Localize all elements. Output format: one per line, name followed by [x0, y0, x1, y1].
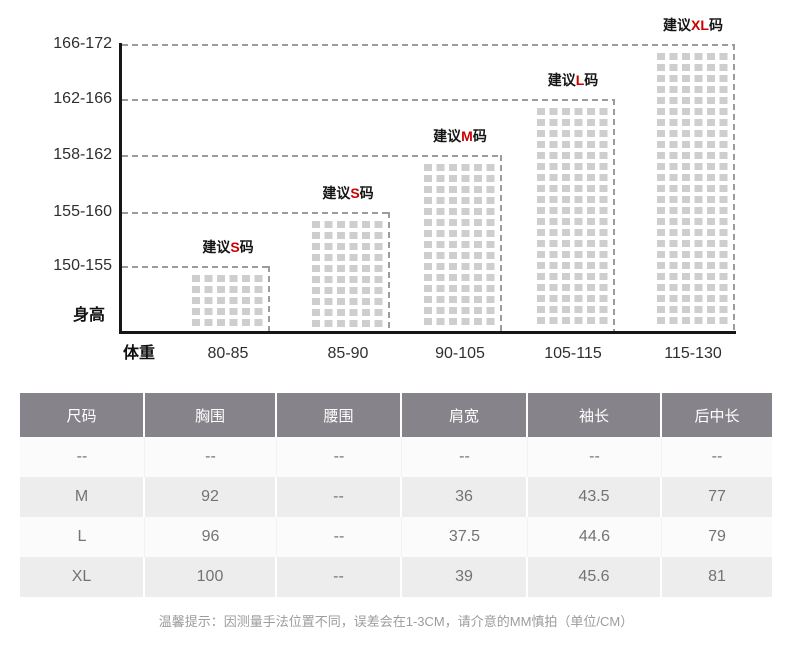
- size-label-suffix: 码: [708, 17, 723, 33]
- table-cell: --: [277, 517, 402, 557]
- table-cell: 96: [145, 517, 277, 557]
- table-cell: --: [20, 437, 145, 477]
- size-zone-label: 建议XL码: [613, 15, 773, 35]
- x-tick-label: 90-105: [435, 345, 485, 362]
- footnote: 温馨提示：因测量手法位置不同，误差会在1-3CM，请介意的MM慎拍（单位/CM）: [158, 614, 634, 629]
- table-cell: 45.6: [528, 557, 662, 597]
- table-cell: --: [277, 557, 402, 597]
- size-label-size-letter: M: [461, 128, 473, 144]
- height-weight-size-chart: 150-155 155-160 158-162 162-166 166-172 身高体重 建…: [53, 15, 773, 362]
- table-cell: 92: [145, 477, 277, 517]
- size-zone-right-line: [388, 212, 390, 331]
- y-axis-title: 身高: [72, 307, 105, 324]
- size-zone-top-line: [122, 266, 270, 268]
- size-zone-right-line: [733, 44, 735, 331]
- size-zone-label: 建议L码: [493, 70, 653, 90]
- table-cell: 100: [145, 557, 277, 597]
- table-cell: --: [711, 448, 723, 465]
- table-cell: --: [402, 437, 528, 477]
- x-tick-label: 85-90: [327, 345, 369, 362]
- y-axis: [119, 43, 122, 334]
- table-cell: L: [20, 517, 145, 557]
- y-tick-label: 166-172: [53, 35, 112, 52]
- size-label-suffix: 码: [472, 128, 487, 144]
- size-label-prefix: 建议: [322, 185, 351, 201]
- size-label-prefix: 建议: [547, 72, 576, 88]
- table-body: -- -- -- -- -- -- M 92 -- 36 43.5 77 L 96 -- 37.5 44.6 79…: [20, 437, 772, 597]
- size-zone-top-line: [122, 155, 502, 157]
- size-zone-top-line: [122, 99, 615, 101]
- table-cell: --: [277, 477, 402, 517]
- table-cell: 81: [708, 568, 726, 585]
- header-cell: 肩宽: [402, 393, 528, 437]
- size-zone-fill: [424, 164, 495, 328]
- header-cell: 袖长: [528, 393, 662, 437]
- size-table: 尺码 胸围 腰围 肩宽 袖长 后中长 -- -- -- -- -- -- M 92 -- 36 43.5 77 L…: [20, 393, 772, 597]
- table-cell: 79: [708, 528, 726, 545]
- table-cell: XL: [20, 557, 145, 597]
- size-label-suffix: 码: [584, 72, 599, 88]
- size-zone-right-line: [500, 155, 502, 331]
- size-zone-top-line: [122, 212, 390, 214]
- size-label-size-letter: L: [575, 72, 585, 88]
- table-cell: 37.5: [402, 517, 528, 557]
- size-label-size-letter: S: [230, 239, 240, 255]
- size-zone-fill: [312, 221, 383, 328]
- table-row: -- -- -- -- -- --: [20, 437, 772, 477]
- size-label-size-letter: S: [350, 185, 360, 201]
- size-label-suffix: 码: [359, 185, 374, 201]
- table-row: XL 100 -- 39 45.6 81: [20, 557, 772, 597]
- x-tick-label: 115-130: [664, 345, 722, 362]
- table-cell: --: [528, 437, 662, 477]
- x-tick-label: 105-115: [544, 345, 602, 362]
- table-cell: --: [277, 437, 402, 477]
- y-tick-label: 158-162: [53, 146, 112, 163]
- table-cell: M: [20, 477, 145, 517]
- x-axis: [119, 331, 736, 334]
- table-row: M 92 -- 36 43.5 77: [20, 477, 772, 517]
- size-zone-right-line: [613, 99, 615, 331]
- y-tick-label: 150-155: [53, 257, 112, 274]
- table-cell: --: [145, 437, 277, 477]
- size-zone-label: 建议M码: [380, 126, 540, 146]
- size-zone-top-line: [122, 44, 735, 46]
- table-row: L 96 -- 37.5 44.6 79: [20, 517, 772, 557]
- size-zone-fill: [537, 108, 608, 328]
- size-label-prefix: 建议: [202, 239, 231, 255]
- table-cell: 39: [402, 557, 528, 597]
- table-cell: 36: [402, 477, 528, 517]
- header-cell: 尺码: [20, 393, 145, 437]
- table-cell: 77: [708, 488, 726, 505]
- size-zone-fill: [657, 53, 728, 328]
- size-label-suffix: 码: [239, 239, 254, 255]
- x-tick-label: 80-85: [207, 345, 249, 362]
- table-header-row: 尺码 胸围 腰围 肩宽 袖长 后中长: [20, 393, 772, 437]
- y-tick-label: 155-160: [53, 203, 112, 220]
- size-label-prefix: 建议: [433, 128, 462, 144]
- size-label-size-letter: XL: [691, 17, 709, 33]
- header-cell: 后中长: [694, 407, 740, 425]
- size-label-prefix: 建议: [663, 17, 692, 33]
- header-cell: 腰围: [277, 393, 402, 437]
- table-cell: 43.5: [528, 477, 662, 517]
- size-zone-right-line: [268, 266, 270, 331]
- size-zone-label: 建议S码: [268, 183, 428, 203]
- x-axis-title: 体重: [122, 345, 155, 362]
- size-zone-fill: [192, 275, 263, 328]
- header-cell: 胸围: [145, 393, 277, 437]
- size-zone-label: 建议S码: [148, 237, 308, 257]
- y-tick-label: 162-166: [53, 90, 112, 107]
- table-cell: 44.6: [528, 517, 662, 557]
